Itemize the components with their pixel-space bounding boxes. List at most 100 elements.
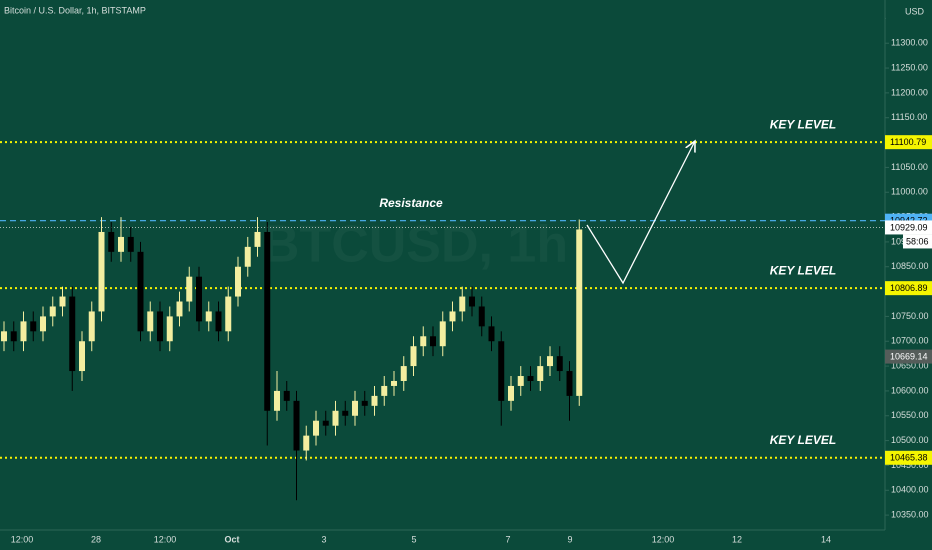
- candle-body: [566, 371, 573, 396]
- y-tick-label: 10700.00: [891, 336, 929, 346]
- y-tick-label: 11150.00: [891, 112, 927, 122]
- candle-body: [391, 380, 397, 386]
- current-price-box: [885, 220, 932, 235]
- candle-body: [459, 296, 466, 312]
- level-price-label: 10465.38: [890, 453, 928, 463]
- candle-body: [488, 326, 495, 342]
- y-tick-label: 11050.00: [891, 162, 928, 172]
- y-tick-label: 10550.00: [891, 410, 929, 420]
- countdown: 58:06: [906, 236, 929, 246]
- y-tick-label: 10600.00: [891, 385, 929, 395]
- current-price-label: 10929.09: [890, 222, 928, 232]
- candle-body: [235, 266, 241, 297]
- candle-body: [469, 296, 475, 307]
- candle-body: [59, 296, 66, 307]
- x-tick-label: 12:00: [154, 534, 177, 544]
- y-tick-label: 10850.00: [891, 261, 929, 271]
- x-tick-label: 12: [732, 534, 742, 544]
- candle-body: [508, 385, 514, 401]
- y-tick-label: 10350.00: [891, 509, 929, 519]
- currency-box: [886, 3, 932, 21]
- candle-body: [556, 356, 563, 372]
- candle-body: [439, 321, 446, 347]
- candle-body: [1, 331, 7, 342]
- x-tick-label: 12:00: [11, 534, 34, 544]
- y-tick-label: 11200.00: [891, 87, 928, 97]
- y-tick-label: 11000.00: [891, 187, 928, 197]
- candle-body: [118, 236, 124, 252]
- candle-body: [49, 306, 56, 317]
- candle-body: [244, 246, 251, 267]
- x-tick-label: 14: [821, 534, 831, 544]
- candle-body: [420, 336, 427, 347]
- candle-body: [430, 336, 436, 347]
- candle-body: [342, 410, 349, 416]
- candle-body: [293, 400, 300, 451]
- candle-body: [322, 420, 329, 426]
- candle-body: [449, 311, 456, 322]
- level-price-box: [885, 281, 932, 296]
- x-tick-label: 7: [505, 534, 510, 544]
- candle-body: [215, 311, 222, 332]
- candle-body: [254, 231, 261, 247]
- projection-arrow: [586, 141, 695, 285]
- candle-body: [137, 251, 144, 332]
- y-tick-label: 10750.00: [891, 311, 929, 321]
- watermark: BTCUSD, 1h: [262, 216, 568, 274]
- candle-body: [69, 296, 76, 372]
- y-tick-label: 10450.00: [891, 460, 929, 470]
- level-price-label: 11100.79: [890, 137, 926, 147]
- candle-body: [400, 366, 407, 381]
- candle-body: [98, 231, 105, 312]
- candle-body: [478, 306, 485, 327]
- candle-body: [88, 311, 95, 342]
- candle-body: [20, 321, 27, 342]
- chart-title: Bitcoin / U.S. Dollar, 1h, BITSTAMP: [4, 5, 146, 15]
- candle-body: [332, 410, 339, 426]
- level-price-box: [885, 135, 932, 150]
- x-tick-label: 5: [411, 534, 416, 544]
- candle-body: [10, 331, 17, 342]
- level-annotation: KEY LEVEL: [770, 117, 836, 131]
- candle-body: [176, 301, 183, 317]
- currency: USD: [905, 6, 925, 16]
- candle-body: [527, 376, 534, 381]
- candle-body: [79, 341, 85, 372]
- level-annotation: Resistance: [379, 196, 443, 210]
- candle-body: [127, 236, 134, 252]
- y-tick-label: 10400.00: [891, 485, 929, 495]
- candle-body: [196, 276, 202, 322]
- candle-body: [361, 400, 368, 406]
- candle-body: [157, 311, 163, 342]
- level-price-label: 10806.89: [890, 283, 928, 293]
- candle-body: [498, 341, 505, 401]
- countdown-box: [903, 234, 932, 249]
- candle-body: [517, 376, 524, 386]
- candle-body: [576, 229, 583, 396]
- candle-body: [381, 385, 388, 396]
- y-tick-label: 11250.00: [891, 62, 928, 72]
- last-price-box: [885, 349, 932, 364]
- candle-body: [205, 311, 212, 322]
- x-tick-label: 3: [321, 534, 326, 544]
- candle-body: [166, 316, 173, 342]
- candle-body: [537, 366, 544, 381]
- candle-body: [274, 390, 280, 411]
- y-tick-label: 11300.00: [891, 38, 928, 48]
- x-tick-label: 9: [567, 534, 572, 544]
- candle-body: [313, 420, 319, 436]
- x-tick-label: Oct: [224, 534, 239, 544]
- candle-body: [410, 346, 417, 367]
- candle-body: [371, 395, 378, 406]
- y-tick-label: 10650.00: [891, 360, 929, 370]
- level-price-box: [885, 450, 932, 465]
- y-tick-label: 10500.00: [891, 435, 929, 445]
- last-price-label: 10669.14: [890, 351, 928, 361]
- x-tick-label: 28: [91, 534, 101, 544]
- candle-body: [352, 400, 358, 416]
- candle-body: [264, 231, 271, 411]
- candle-body: [147, 311, 154, 332]
- x-tick-label: 12:00: [652, 534, 675, 544]
- candle-body: [40, 316, 46, 332]
